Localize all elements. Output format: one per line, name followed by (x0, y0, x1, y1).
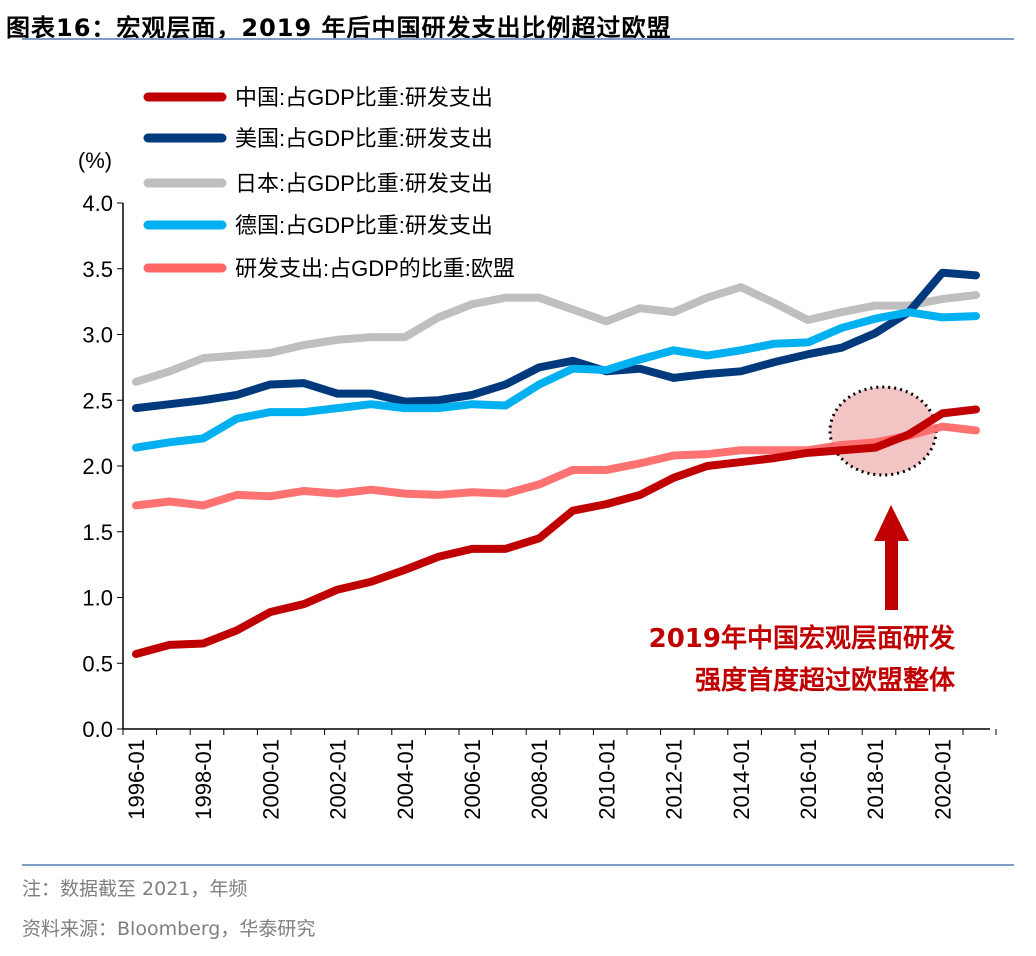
legend-label: 日本:占GDP比重:研发支出 (235, 171, 493, 196)
y-tick-label: 3.0 (82, 323, 113, 348)
y-tick-label: 4.0 (82, 191, 113, 216)
x-tick-label: 2012-01 (662, 739, 687, 820)
x-tick-label: 2018-01 (863, 739, 888, 820)
chart-title: 图表16：宏观层面，2019 年后中国研发支出比例超过欧盟 (6, 14, 672, 42)
x-tick-label: 2006-01 (460, 739, 485, 820)
series-line-1 (132, 268, 980, 413)
title-divider (22, 38, 1014, 40)
series-line-3 (132, 308, 980, 452)
legend-label: 研发支出:占GDP的比重:欧盟 (235, 256, 515, 281)
x-tick-label: 2020-01 (930, 739, 955, 820)
x-tick-label: 2014-01 (729, 739, 754, 820)
series-line-2 (132, 283, 980, 386)
series-line-4 (132, 422, 980, 510)
y-tick-label: 0.0 (82, 717, 113, 742)
legend-label: 德国:占GDP比重:研发支出 (235, 213, 493, 238)
legend-label: 美国:占GDP比重:研发支出 (235, 126, 493, 151)
y-tick-label: 2.0 (82, 454, 113, 479)
annotation-text: 强度首度超过欧盟整体 (695, 665, 956, 696)
annotation-text: 2019年中国宏观层面研发 (649, 623, 955, 654)
x-tick-label: 2002-01 (326, 739, 351, 820)
x-tick-label: 2004-01 (393, 739, 418, 820)
source-text: 资料来源：Bloomberg，华泰研究 (22, 918, 316, 940)
footer-divider (22, 864, 1014, 866)
y-axis-label: (%) (78, 148, 112, 173)
x-tick-label: 1996-01 (124, 739, 149, 820)
y-tick-label: 0.5 (82, 651, 113, 676)
legend-label: 中国:占GDP比重:研发支出 (235, 85, 493, 110)
y-tick-label: 1.0 (82, 586, 113, 611)
y-tick-label: 2.5 (82, 388, 113, 413)
y-tick-label: 3.5 (82, 257, 113, 282)
y-tick-label: 1.5 (82, 520, 113, 545)
annotation-arrow-head (874, 505, 909, 541)
series-line-0 (132, 405, 980, 659)
x-tick-label: 2010-01 (594, 739, 619, 820)
x-tick-label: 2008-01 (527, 739, 552, 820)
x-tick-label: 1998-01 (191, 739, 216, 820)
annotation-arrow-shaft (885, 540, 898, 610)
note-text: 注：数据截至 2021，年频 (22, 878, 248, 900)
x-tick-label: 2000-01 (258, 739, 283, 820)
x-tick-label: 2016-01 (796, 739, 821, 820)
